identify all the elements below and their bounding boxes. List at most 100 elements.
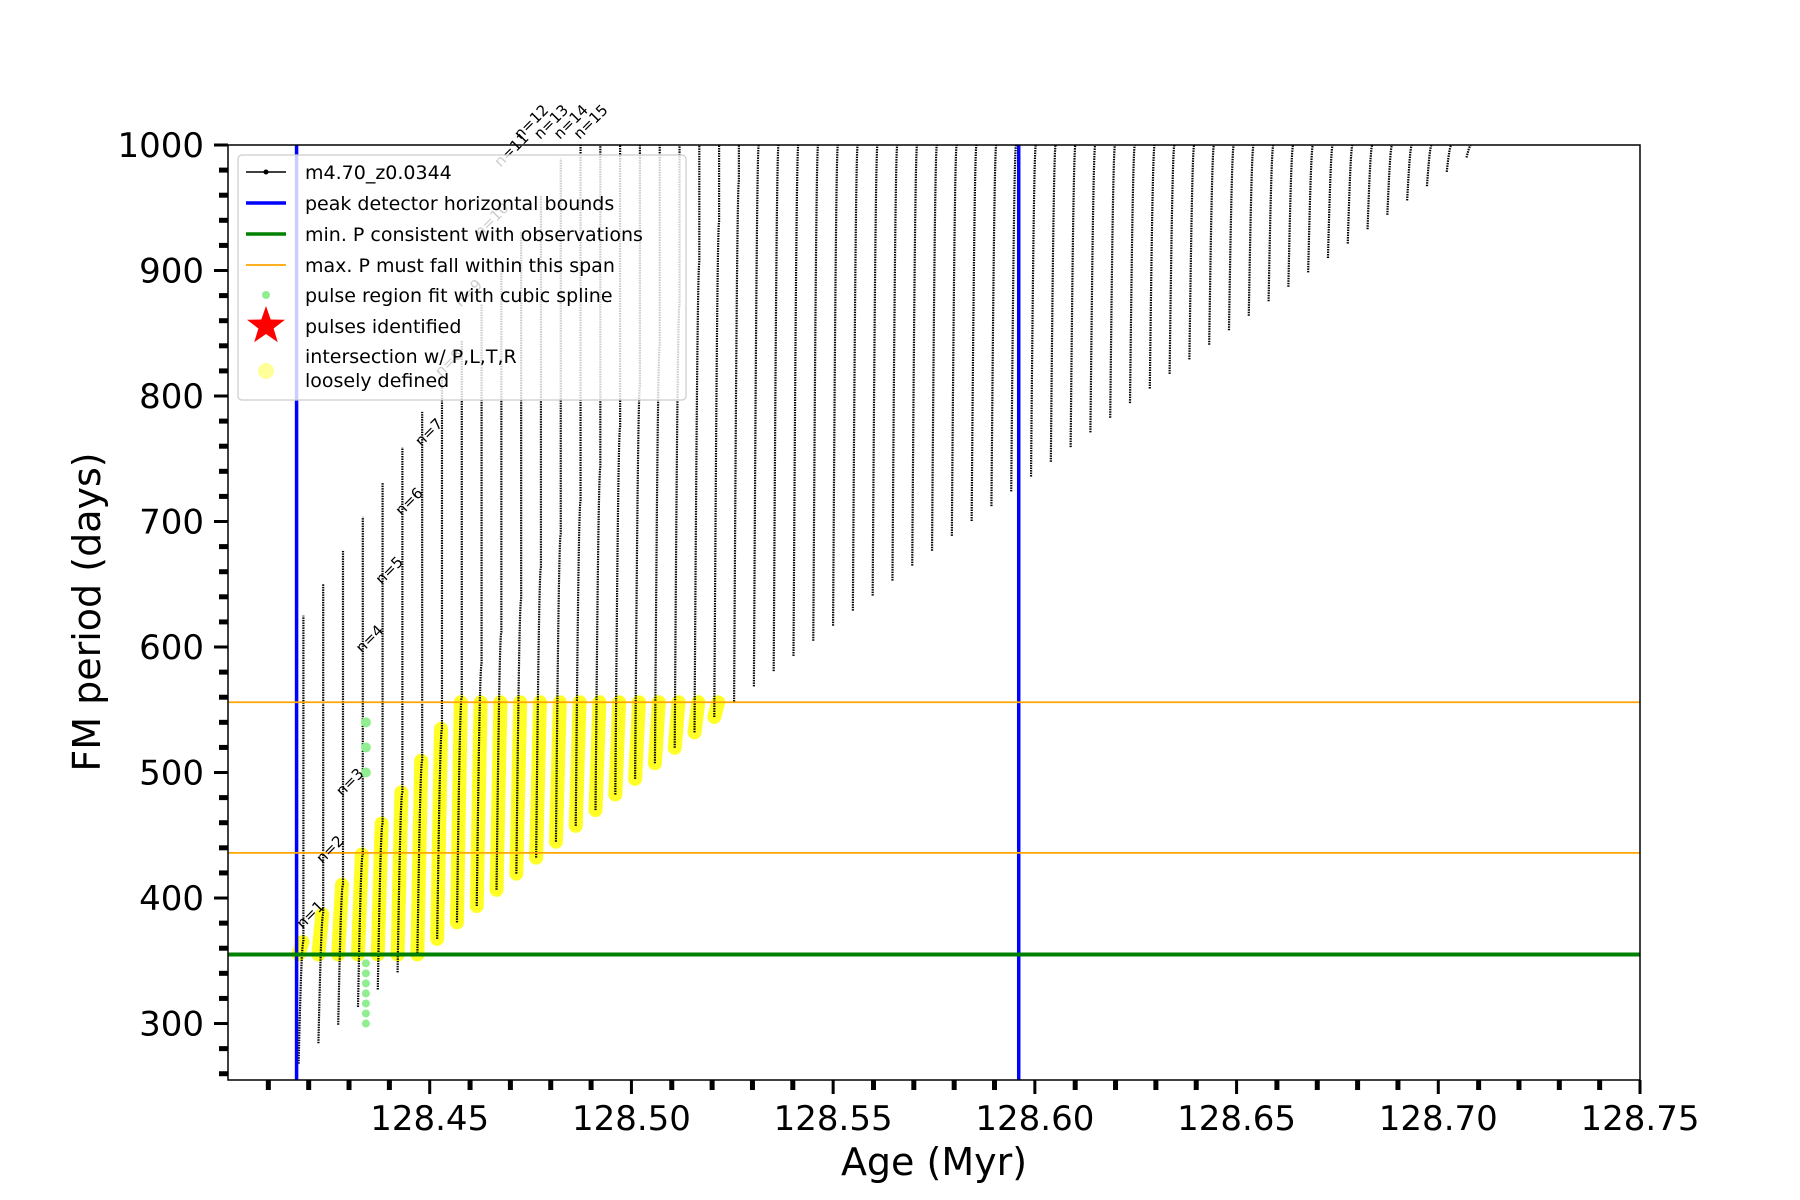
legend-label: intersection w/ P,L,T,R	[305, 346, 517, 368]
pulse-trace	[772, 145, 780, 672]
spline-point	[360, 767, 371, 778]
pulse-trace	[851, 145, 859, 611]
x-tick-label: 128.70	[1379, 1099, 1498, 1139]
pulse-trace	[1109, 145, 1117, 418]
pulse-trace	[1406, 145, 1413, 201]
y-axis-label: FM period (days)	[65, 452, 109, 771]
pulse-trace	[614, 145, 622, 795]
pulse-trace	[871, 145, 879, 596]
pulse-trace	[1346, 145, 1354, 244]
pulse-trace	[1307, 145, 1314, 273]
pulse-trace	[1227, 145, 1235, 331]
y-tick-label: 500	[139, 754, 204, 794]
legend-label: loosely defined	[305, 370, 449, 392]
pulse-trace	[911, 145, 919, 566]
pulse-trace	[1188, 145, 1196, 360]
pulse-trace	[535, 195, 543, 858]
spline-point	[361, 999, 370, 1008]
pulse-trace	[1049, 145, 1057, 462]
legend-label: min. P consistent with observations	[305, 224, 643, 246]
pulse-trace	[1029, 145, 1037, 477]
legend-swatch-circle	[258, 363, 274, 379]
pulse-trace	[1366, 145, 1374, 230]
highlight-segment	[430, 721, 449, 946]
period-series-layer	[297, 145, 1472, 1064]
spline-point	[361, 969, 370, 978]
legend-marker	[263, 169, 269, 175]
y-tick-label: 800	[139, 377, 204, 417]
y-tick-label: 400	[139, 879, 204, 919]
highlight-segment	[311, 907, 330, 962]
pulse-trace	[693, 145, 701, 733]
pulse-label: n=5	[372, 553, 407, 588]
pulse-trace	[495, 268, 503, 890]
pulse-trace	[831, 145, 839, 626]
y-tick-label: 700	[139, 503, 204, 543]
pulse-trace	[1287, 145, 1295, 287]
legend-label: pulse region fit with cubic spline	[305, 285, 613, 307]
pulse-trace	[1465, 145, 1472, 158]
pulse-trace	[1069, 145, 1077, 448]
pulse-trace	[891, 145, 899, 581]
pulse-trace	[396, 447, 404, 973]
spline-point	[360, 742, 371, 753]
pulse-trace	[713, 145, 721, 717]
y-tick-label: 600	[139, 628, 204, 668]
pulse-trace	[1267, 145, 1275, 302]
y-tick-label: 900	[139, 252, 204, 292]
legend-label: max. P must fall within this span	[305, 255, 615, 277]
pulse-trace	[317, 584, 325, 1044]
pulse-trace	[554, 158, 562, 842]
pulse-trace	[1208, 145, 1216, 345]
spline-point	[361, 989, 370, 998]
highlight-segment	[291, 934, 310, 962]
pulse-trace	[1326, 145, 1334, 258]
pulse-trace	[436, 376, 444, 939]
pulse-trace	[416, 411, 424, 956]
pulse-trace	[1148, 145, 1156, 389]
spline-point	[361, 979, 370, 988]
legend-box	[237, 154, 687, 401]
pulse-trace	[475, 304, 483, 907]
legend-label: peak detector horizontal bounds	[305, 193, 614, 215]
pulse-trace	[1386, 145, 1393, 215]
pulse-trace	[574, 145, 582, 826]
pulse-trace	[337, 550, 345, 1025]
pulse-trace	[1089, 145, 1097, 433]
pulse-trace	[297, 615, 305, 1064]
y-axis: 300 400 500 600 700 800 900 1000	[117, 126, 228, 1077]
pulse-trace	[733, 145, 740, 702]
spline-point	[361, 1009, 370, 1018]
pulse-trace	[1445, 145, 1453, 172]
y-tick-label: 1000	[117, 126, 204, 166]
pulse-trace	[376, 482, 384, 990]
y-tick-label: 300	[139, 1005, 204, 1045]
legend-swatch-dot	[262, 291, 270, 299]
x-tick-label: 128.75	[1581, 1099, 1700, 1139]
star-icon	[247, 306, 285, 343]
pulse-trace	[1128, 145, 1136, 404]
x-tick-label: 128.50	[572, 1099, 691, 1139]
pulse-trace	[990, 145, 998, 507]
pulse-trace	[812, 145, 820, 641]
spline-point	[361, 1019, 370, 1028]
pulse-trace	[1010, 145, 1018, 492]
pulse-trace	[752, 145, 760, 687]
x-tick-label: 128.60	[975, 1099, 1094, 1139]
x-tick-label: 128.65	[1177, 1099, 1296, 1139]
pulse-trace	[594, 145, 602, 811]
pulse-trace	[455, 340, 463, 923]
pulse-trace	[1425, 145, 1433, 187]
pulse-trace	[792, 145, 800, 656]
pulse-trace	[1247, 145, 1255, 316]
x-tick-label: 128.45	[370, 1099, 489, 1139]
spline-point	[361, 959, 370, 968]
x-axis: 128.45 128.50 128.55 128.60 128.65 128.70 128.…	[265, 1080, 1700, 1139]
x-tick-label: 128.55	[774, 1099, 893, 1139]
highlight-segment	[707, 695, 726, 724]
legend-label: m4.70_z0.0344	[305, 162, 452, 184]
legend-label: pulses identified	[305, 316, 461, 338]
spline-point	[360, 717, 371, 728]
